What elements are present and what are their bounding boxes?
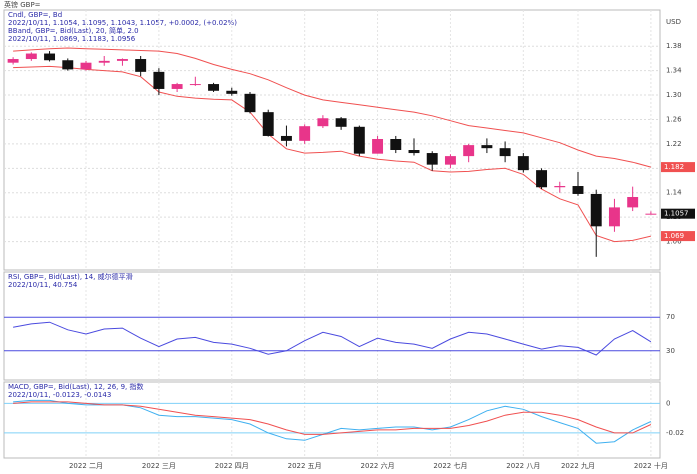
candle-body (517, 156, 529, 171)
candle-body (463, 145, 475, 157)
candle-body (208, 84, 220, 91)
x-tick-label: 2022 三月 (142, 462, 176, 470)
candle-body (608, 207, 620, 227)
candle-body (62, 60, 74, 70)
candle-body (645, 213, 657, 215)
band-upper (13, 47, 652, 168)
candle-body (189, 84, 201, 86)
x-tick-label: 2022 五月 (288, 462, 322, 470)
y-axis-unit: USD (666, 18, 681, 26)
band-upper-label-box (661, 162, 695, 173)
indicator-line (13, 401, 652, 435)
candle-body (299, 126, 311, 141)
candle-body (135, 59, 147, 72)
y-tick-label: 1.14 (666, 189, 682, 197)
y-tick-label: 30 (666, 347, 675, 355)
y-tick-label: 1.38 (666, 42, 682, 50)
x-tick-label: 2022 二月 (69, 462, 103, 470)
candle-body (280, 135, 292, 141)
candle-body (244, 93, 256, 113)
candle-body (317, 118, 329, 127)
candle-body (116, 59, 128, 61)
band-lower-label: 1.069 (664, 232, 684, 240)
panel-legend: BBand, GBP=, Bid(Last), 20, 简单, 2.0 (8, 26, 139, 35)
price-panel (3, 9, 661, 271)
x-tick-label: 2022 六月 (361, 461, 395, 470)
candle-body (153, 71, 165, 89)
candle-body (7, 59, 19, 63)
candle-body (25, 53, 37, 60)
candle-body (590, 193, 602, 227)
rsi-panel (3, 271, 661, 381)
candle-body (171, 84, 183, 89)
candle-body (536, 170, 548, 188)
candle-body (390, 139, 402, 150)
panel-legend: 2022/10/11, 1.1054, 1.1095, 1.1043, 1.10… (8, 19, 237, 27)
x-tick-label: 2022 十月 (634, 461, 668, 470)
macd-panel (3, 381, 661, 459)
x-tick-label: 2022 七月 (433, 461, 467, 470)
indicator-line (13, 321, 652, 356)
candle-body (426, 153, 438, 165)
candle-body (627, 197, 639, 208)
close-label: 1.1057 (664, 210, 689, 218)
candle-body (372, 139, 384, 154)
candle-body (481, 145, 493, 149)
x-tick-label: 2022 九月 (561, 461, 595, 470)
close-label-box (661, 208, 695, 219)
candle-body (335, 118, 347, 127)
band-lower-label-box (661, 231, 695, 242)
candle-body (98, 60, 110, 63)
candle-body (44, 53, 56, 61)
panel-legend: 2022/10/11, -0.0123, -0.0143 (8, 391, 111, 399)
panel-legend: MACD, GBP=, Bid(Last), 12, 26, 9, 指数 (8, 382, 144, 391)
y-tick-label: 1.22 (666, 140, 682, 148)
candle-body (572, 186, 584, 194)
y-tick-label: 1.34 (666, 67, 682, 75)
candle-body (262, 112, 274, 136)
y-tick-label: 1.26 (666, 115, 682, 123)
panel-legend: Cndl, GBP=, Bd (8, 11, 62, 19)
candle-body (80, 62, 92, 70)
candle-body (499, 148, 511, 157)
y-tick-label: 1.30 (666, 91, 682, 99)
candle-body (226, 90, 238, 94)
y-tick-label: 70 (666, 313, 675, 321)
panel-legend: 2022/10/11, 40.754 (8, 281, 78, 289)
panel-legend: 2022/10/11, 1.0869, 1.1183, 1.0956 (8, 35, 136, 43)
x-tick-label: 2022 八月 (506, 462, 540, 470)
x-tick-label: 2022 四月 (215, 462, 249, 470)
y-tick-label: 1.06 (666, 238, 682, 246)
y-tick-label: -0.02 (666, 429, 684, 437)
page-header: 英镑 GBP= (4, 0, 41, 9)
candle-body (408, 150, 420, 154)
band-upper-label: 1.182 (664, 163, 684, 171)
band-lower (13, 65, 652, 243)
candle-body (353, 126, 365, 154)
y-tick-label: 0 (666, 399, 670, 407)
panel-legend: RSI, GBP=, Bid(Last), 14, 威尔德平滑 (8, 272, 133, 281)
candle-body (554, 186, 566, 188)
candle-body (444, 156, 456, 165)
